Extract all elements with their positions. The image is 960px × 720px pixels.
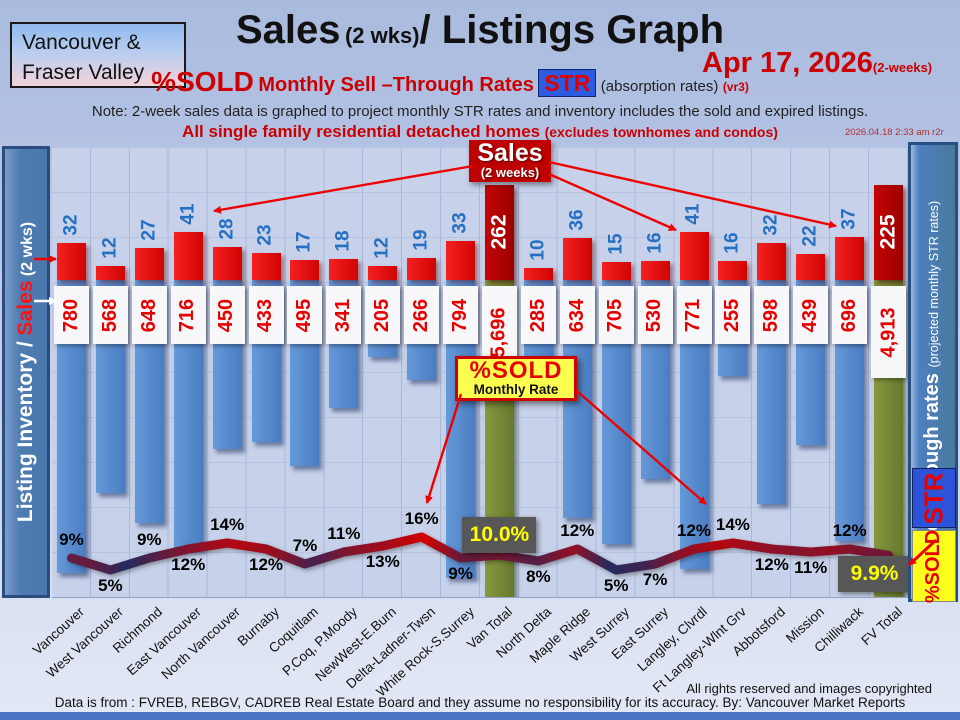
sales-bar xyxy=(251,253,281,280)
inventory-label-box: 439 xyxy=(793,286,829,344)
str-pct-label: 8% xyxy=(526,567,551,586)
date-note: (2-weeks) xyxy=(872,60,933,75)
str-pct-label: 12% xyxy=(754,555,789,574)
str-pct-label: 5% xyxy=(98,576,123,595)
sales-bar xyxy=(134,248,164,280)
str-pct-label: 14% xyxy=(210,515,245,534)
region-title-box: Vancouver & Fraser Valley xyxy=(10,22,186,88)
total-sales-bar xyxy=(874,185,904,280)
scope-line: All single family residential detached h… xyxy=(182,122,778,141)
str-pct-label: 12% xyxy=(171,555,206,574)
inventory-label-box: 4,913 xyxy=(871,286,907,378)
str-pct-label: 13% xyxy=(365,552,400,571)
str-pct-label: 7% xyxy=(642,570,668,589)
sales-bar xyxy=(368,265,398,280)
region-line1: Vancouver & xyxy=(22,31,141,54)
str-pct-label: 11% xyxy=(794,558,828,577)
inventory-label-box: 568 xyxy=(92,286,128,344)
sales-bar xyxy=(640,261,670,280)
subtitle-mid: Monthly Sell –Through Rates xyxy=(258,74,534,96)
sales-bar xyxy=(290,260,320,280)
sales-bar xyxy=(796,254,826,280)
str-pct-label: 9% xyxy=(59,530,84,549)
inventory-label-box: 530 xyxy=(637,286,673,344)
str-pct-label: 12% xyxy=(560,521,595,540)
sales-bar xyxy=(679,232,709,280)
str-pct-label: 11% xyxy=(327,524,361,543)
report-date: Apr 17, 2026(2-weeks) xyxy=(702,47,933,79)
str-pct-label: 12% xyxy=(676,521,712,540)
inventory-label-box: 634 xyxy=(559,286,595,344)
generation-timestamp: 2026.04.18 2:33 am r2r xyxy=(845,127,944,138)
str-pct-label: 16% xyxy=(404,509,439,528)
sales-bar xyxy=(446,241,476,280)
subtitle: %SOLD Monthly Sell –Through Rates STR (a… xyxy=(0,66,900,98)
copyright-note: All rights reserved and images copyright… xyxy=(686,681,932,696)
left-axis-sales-word: Sales xyxy=(14,280,38,336)
inventory-label-box: 433 xyxy=(248,286,284,344)
data-source-note: Data is from : FVREB, REBGV, CADREB Real… xyxy=(54,695,906,710)
inventory-label-box: 266 xyxy=(404,286,440,344)
inventory-label-box: 648 xyxy=(131,286,167,344)
sales-bar xyxy=(601,262,631,280)
sales-bar xyxy=(718,261,748,280)
pct-sold-badge: %SOLD xyxy=(912,529,956,603)
inventory-label-box: 696 xyxy=(832,286,868,344)
subtitle-absorption: (absorption rates) xyxy=(600,78,719,95)
str-pct-label: 9% xyxy=(136,530,162,549)
inventory-label-box: 794 xyxy=(443,286,479,344)
inventory-label-box: 771 xyxy=(676,286,712,344)
str-pct-label: 14% xyxy=(715,515,750,534)
str-pct-label: 12% xyxy=(832,521,867,540)
subtitle-pct-sold: %SOLD xyxy=(151,66,254,97)
str-pct-label: 12% xyxy=(248,555,284,574)
sales-bar xyxy=(173,232,203,280)
sales-callout-box: Sales (2 weeks) xyxy=(469,140,551,183)
str-chip: STR xyxy=(538,69,597,97)
sales-bar xyxy=(562,237,592,280)
str-rate-line xyxy=(67,532,893,575)
sales-bar xyxy=(523,268,553,280)
note-line: Note: 2-week sales data is graphed to pr… xyxy=(91,103,869,120)
page-title: Sales (2 wks)/ Listings Graph xyxy=(0,8,960,53)
str-badge: STR xyxy=(912,468,956,528)
total-sales-bar xyxy=(484,185,514,280)
inventory-label-box: 255 xyxy=(715,286,751,344)
subtitle-version: (vr3) xyxy=(722,80,749,94)
str-pct-label: 5% xyxy=(603,576,629,595)
str-pct-label: 7% xyxy=(292,536,318,555)
inventory-label-box: 341 xyxy=(326,286,362,344)
inventory-label-box: 495 xyxy=(287,286,323,344)
pct-sold-callout-box: %SOLD Monthly Rate xyxy=(455,356,577,401)
left-axis-label: Listing Inventory / Sales (2 wks) xyxy=(14,221,38,523)
inventory-label-box: 285 xyxy=(520,286,556,344)
str-total-pct-box: 10.0% xyxy=(462,517,537,553)
inventory-label-box: 780 xyxy=(53,286,89,344)
sales-bar xyxy=(757,242,787,280)
sales-bar xyxy=(212,247,242,280)
str-total-pct-box: 9.9% xyxy=(837,556,908,593)
title-sales: Sales xyxy=(235,8,341,52)
inventory-label-box: 205 xyxy=(365,286,401,344)
str-pct-label: 9% xyxy=(448,564,473,583)
sales-bar xyxy=(407,257,437,280)
left-axis-rail: Listing Inventory / Sales (2 wks) xyxy=(2,146,50,598)
sales-bar xyxy=(56,242,86,280)
str-line-chart xyxy=(67,532,893,575)
sales-bar xyxy=(329,258,359,280)
inventory-label-box: 450 xyxy=(209,286,245,344)
inventory-label-box: 716 xyxy=(170,286,206,344)
inventory-label-box: 705 xyxy=(598,286,634,344)
title-rest: / Listings Graph xyxy=(419,8,725,52)
bottom-accent-strip xyxy=(0,712,960,720)
sales-bar xyxy=(835,236,865,280)
sales-bar xyxy=(95,265,125,280)
title-wks: (2 wks) xyxy=(344,23,420,48)
inventory-label-box: 598 xyxy=(754,286,790,344)
region-line2: Fraser Valley xyxy=(22,61,145,85)
